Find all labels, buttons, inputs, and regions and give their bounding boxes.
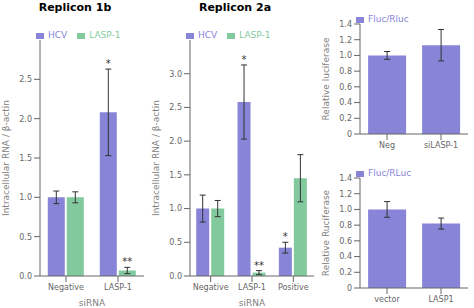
html-text:HCV: HCV xyxy=(198,30,218,40)
svg-text:*: * xyxy=(242,54,247,65)
html-text:Fluc/Rluc: Fluc/Rluc xyxy=(368,14,409,24)
svg-text:**: ** xyxy=(122,256,132,267)
svg-text:*: * xyxy=(283,231,288,242)
svg-text:0: 0 xyxy=(347,130,352,139)
svg-text:1.5: 1.5 xyxy=(169,171,182,180)
svg-text:0.2: 0.2 xyxy=(339,268,352,277)
svg-text:0.6: 0.6 xyxy=(339,83,352,92)
svg-text:0.4: 0.4 xyxy=(339,98,352,107)
html-text:Replicon 1b: Replicon 1b xyxy=(38,1,112,14)
svg-text:0.0: 0.0 xyxy=(169,272,182,281)
svg-text:3.0: 3.0 xyxy=(169,70,182,79)
svg-text:1.2: 1.2 xyxy=(339,190,352,199)
svg-text:2.0: 2.0 xyxy=(169,137,182,146)
svg-text:Negative: Negative xyxy=(48,283,84,292)
svg-text:Intracellular RNA / β-actin: Intracellular RNA / β-actin xyxy=(8,100,11,216)
svg-text:Relative luciferase: Relative luciferase xyxy=(321,37,331,120)
svg-text:0.0: 0.0 xyxy=(19,272,32,281)
html-text:LASP-1: LASP-1 xyxy=(239,30,271,40)
svg-text:LASP-1: LASP-1 xyxy=(238,283,266,292)
svg-text:**: ** xyxy=(254,260,264,271)
svg-text:0: 0 xyxy=(347,284,352,293)
svg-text:Positive: Positive xyxy=(278,283,309,292)
svg-text:*: * xyxy=(106,58,111,69)
svg-text:1.4: 1.4 xyxy=(339,20,352,29)
svg-text:1.0: 1.0 xyxy=(339,205,352,214)
svg-text:LASP-1: LASP-1 xyxy=(104,283,132,292)
svg-text:0.8: 0.8 xyxy=(339,67,352,76)
svg-text:1.4: 1.4 xyxy=(339,174,352,183)
svg-text:0.6: 0.6 xyxy=(339,237,352,246)
svg-text:1.2: 1.2 xyxy=(339,36,352,45)
svg-text:2.5: 2.5 xyxy=(169,103,182,112)
html-text:Replicon 2a: Replicon 2a xyxy=(198,1,272,14)
svg-text:Relative Ruciferase: Relative Ruciferase xyxy=(321,189,331,276)
svg-text:0.2: 0.2 xyxy=(339,114,352,123)
html-text:LASP-1: LASP-1 xyxy=(89,30,121,40)
svg-text:siLASP-1: siLASP-1 xyxy=(424,141,458,150)
svg-text:1.0: 1.0 xyxy=(169,204,182,213)
svg-text:Neg: Neg xyxy=(379,141,395,150)
html-text:Fluc/RLuc: Fluc/RLuc xyxy=(368,168,412,178)
svg-text:vector: vector xyxy=(374,295,400,304)
svg-text:siRNA: siRNA xyxy=(79,298,106,308)
svg-text:LASP1: LASP1 xyxy=(428,295,453,304)
svg-text:Intracellular RNA / β-actin: Intracellular RNA / β-actin xyxy=(151,100,161,216)
svg-text:2.0: 2.0 xyxy=(19,115,32,124)
svg-text:0.4: 0.4 xyxy=(339,252,352,261)
svg-text:Negative: Negative xyxy=(193,283,229,292)
svg-text:2.5: 2.5 xyxy=(19,75,32,84)
svg-text:1.5: 1.5 xyxy=(19,154,32,163)
svg-text:1.0: 1.0 xyxy=(339,51,352,60)
svg-text:0.8: 0.8 xyxy=(339,221,352,230)
svg-text:0.5: 0.5 xyxy=(19,233,32,242)
svg-text:0.5: 0.5 xyxy=(169,238,182,247)
html-text:HCV: HCV xyxy=(48,30,68,40)
svg-text:siRNA: siRNA xyxy=(239,298,266,308)
svg-text:1.0: 1.0 xyxy=(19,193,32,202)
